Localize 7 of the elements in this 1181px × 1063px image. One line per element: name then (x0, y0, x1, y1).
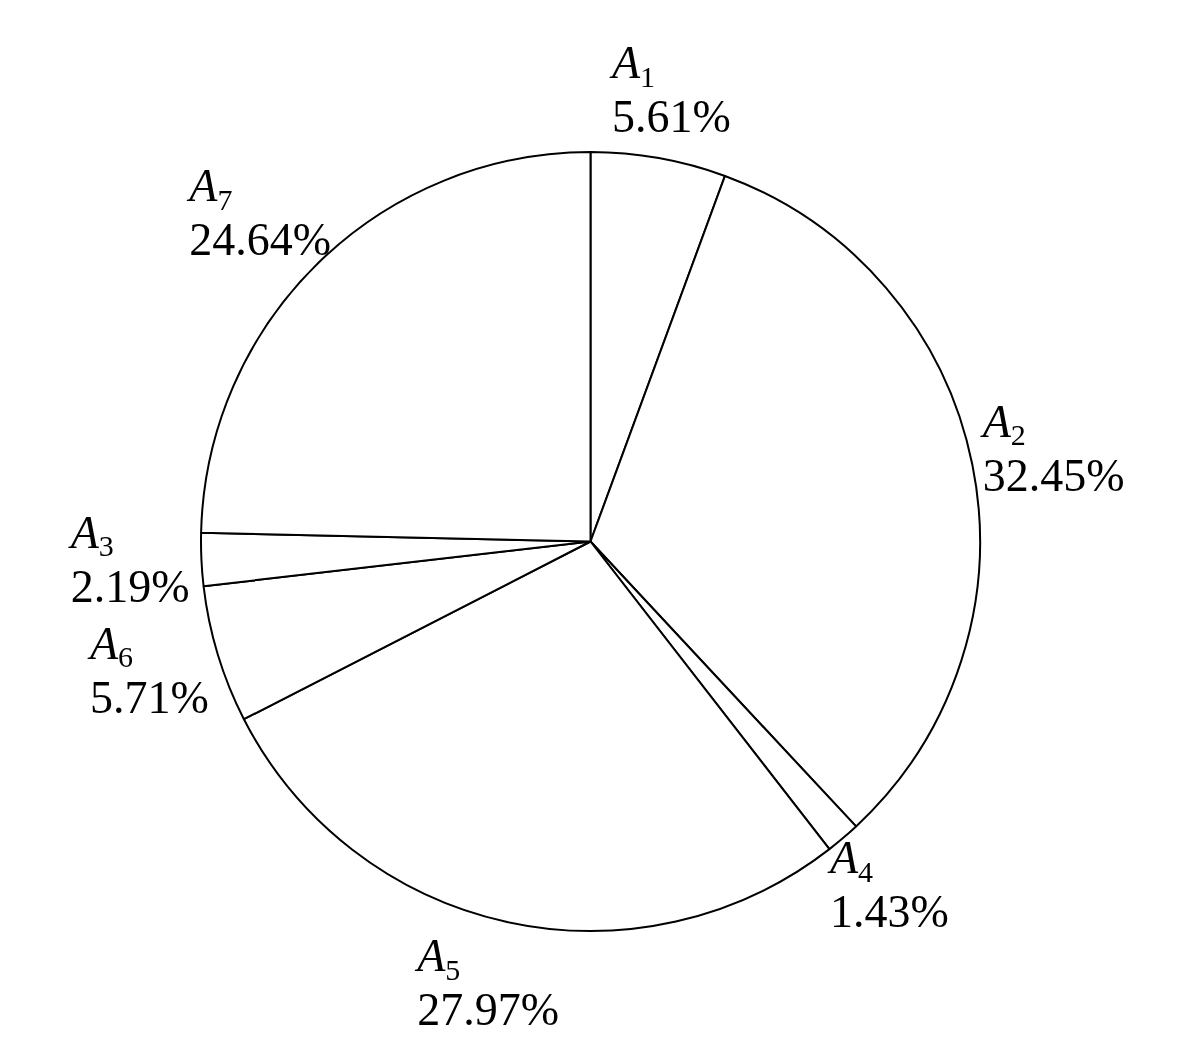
data-label: 24.64% (189, 213, 332, 265)
data-label: 27.97% (417, 984, 560, 1036)
data-label: 2.19% (70, 560, 190, 612)
data-label: 32.45% (982, 449, 1125, 501)
data-label: 5.71% (90, 671, 209, 723)
data-label: 5.61% (611, 91, 731, 143)
data-label: 1.43% (829, 886, 949, 938)
